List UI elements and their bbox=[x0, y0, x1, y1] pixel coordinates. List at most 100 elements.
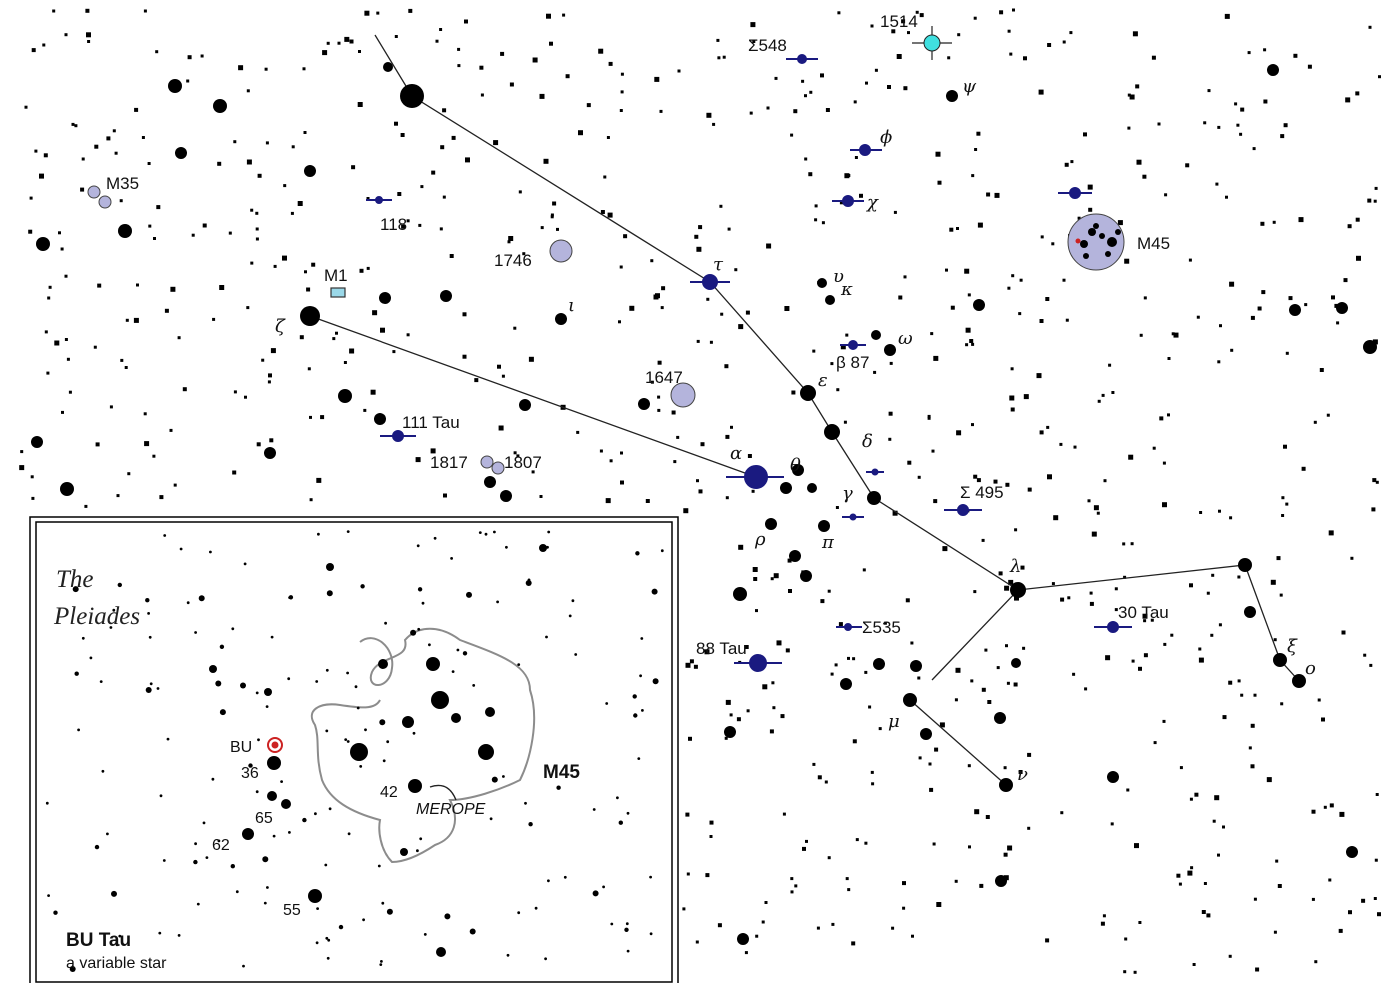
field-star bbox=[1319, 368, 1324, 372]
inset-field-star bbox=[230, 864, 235, 869]
field-star bbox=[606, 136, 610, 139]
field-star bbox=[1008, 579, 1014, 585]
inset-field-star bbox=[315, 941, 319, 945]
field-star bbox=[864, 841, 868, 845]
field-star bbox=[1329, 803, 1334, 808]
inset-field-star bbox=[219, 644, 225, 649]
field-star bbox=[550, 215, 554, 219]
field-star bbox=[1250, 723, 1255, 728]
inset-label-bu-desc: a variable star bbox=[66, 955, 167, 972]
field-star bbox=[1062, 278, 1066, 282]
field-star bbox=[934, 747, 939, 752]
field-star bbox=[1328, 878, 1332, 882]
field-star bbox=[838, 622, 843, 627]
field-star bbox=[34, 149, 38, 153]
field-star bbox=[543, 158, 549, 164]
field-star bbox=[268, 373, 272, 378]
inset-field-star bbox=[147, 612, 151, 615]
field-star bbox=[793, 109, 798, 114]
m45-stars bbox=[1080, 223, 1121, 259]
field-star bbox=[1326, 413, 1330, 417]
field-star bbox=[1139, 333, 1143, 337]
field-star bbox=[415, 457, 421, 463]
field-star bbox=[1228, 680, 1233, 685]
field-star bbox=[125, 318, 129, 322]
field-star bbox=[830, 362, 834, 366]
field-star bbox=[1367, 198, 1372, 203]
field-star bbox=[791, 390, 796, 395]
field-star bbox=[902, 906, 906, 910]
field-star bbox=[755, 934, 759, 938]
field-star bbox=[973, 590, 977, 594]
field-star bbox=[945, 268, 948, 272]
field-star bbox=[788, 589, 792, 593]
field-star bbox=[676, 435, 680, 439]
field-star bbox=[1039, 319, 1044, 323]
field-star bbox=[820, 599, 825, 604]
field-star bbox=[156, 205, 161, 210]
field-star bbox=[979, 883, 984, 888]
field-star bbox=[442, 108, 447, 113]
inset-field-star bbox=[166, 737, 170, 741]
label-theta: θ bbox=[790, 455, 801, 476]
inset-field-star bbox=[517, 911, 521, 915]
field-star bbox=[831, 922, 835, 926]
field-star bbox=[696, 246, 702, 252]
field-star bbox=[64, 338, 68, 341]
field-star bbox=[392, 350, 396, 354]
field-star bbox=[1240, 693, 1244, 697]
field-star bbox=[1007, 286, 1011, 290]
field-star bbox=[58, 231, 61, 235]
inset-field-star bbox=[632, 694, 637, 699]
field-star bbox=[238, 65, 244, 71]
field-star bbox=[401, 224, 406, 229]
cluster-1807 bbox=[491, 461, 505, 475]
field-star bbox=[1185, 163, 1190, 168]
field-star bbox=[443, 493, 447, 498]
inset-field-star bbox=[316, 907, 319, 910]
field-star bbox=[817, 775, 822, 780]
cluster-1817 bbox=[480, 455, 494, 469]
inset-field-star bbox=[202, 821, 206, 825]
field-star bbox=[1101, 393, 1105, 397]
inset-field-star bbox=[416, 849, 419, 853]
inset-field-star bbox=[148, 635, 152, 639]
field-star bbox=[1062, 40, 1066, 44]
inset-field-star bbox=[325, 729, 329, 733]
field-star bbox=[1304, 303, 1308, 307]
inset-field-star bbox=[314, 812, 317, 816]
field-star bbox=[299, 335, 304, 340]
field-star bbox=[889, 361, 893, 365]
field-star bbox=[311, 262, 316, 267]
field-star bbox=[1023, 56, 1027, 61]
field-star bbox=[1372, 478, 1377, 483]
field-star bbox=[124, 366, 128, 369]
label-phi: ϕ bbox=[880, 127, 892, 148]
field-star bbox=[1361, 898, 1366, 903]
field-star bbox=[1263, 99, 1268, 104]
field-star bbox=[85, 8, 90, 13]
field-star bbox=[746, 709, 750, 713]
field-star bbox=[716, 38, 720, 42]
field-star bbox=[816, 926, 820, 930]
field-star bbox=[1018, 312, 1022, 316]
inset-field-star bbox=[618, 820, 623, 825]
field-star bbox=[1045, 297, 1050, 301]
field-star bbox=[1130, 542, 1134, 546]
field-star bbox=[725, 434, 730, 439]
field-star bbox=[498, 425, 504, 431]
field-star bbox=[727, 227, 731, 231]
field-star bbox=[1285, 502, 1289, 506]
field-star bbox=[720, 312, 724, 316]
field-star bbox=[552, 201, 557, 206]
field-star bbox=[927, 416, 931, 420]
field-star bbox=[883, 621, 887, 625]
inset-field-star bbox=[649, 932, 653, 936]
label-1807: 1807 bbox=[504, 453, 542, 472]
field-star bbox=[480, 93, 484, 97]
field-star bbox=[1378, 75, 1381, 79]
field-star bbox=[1132, 31, 1138, 37]
field-star bbox=[366, 266, 370, 270]
field-star bbox=[1143, 296, 1147, 300]
inset-field-star bbox=[288, 831, 291, 834]
